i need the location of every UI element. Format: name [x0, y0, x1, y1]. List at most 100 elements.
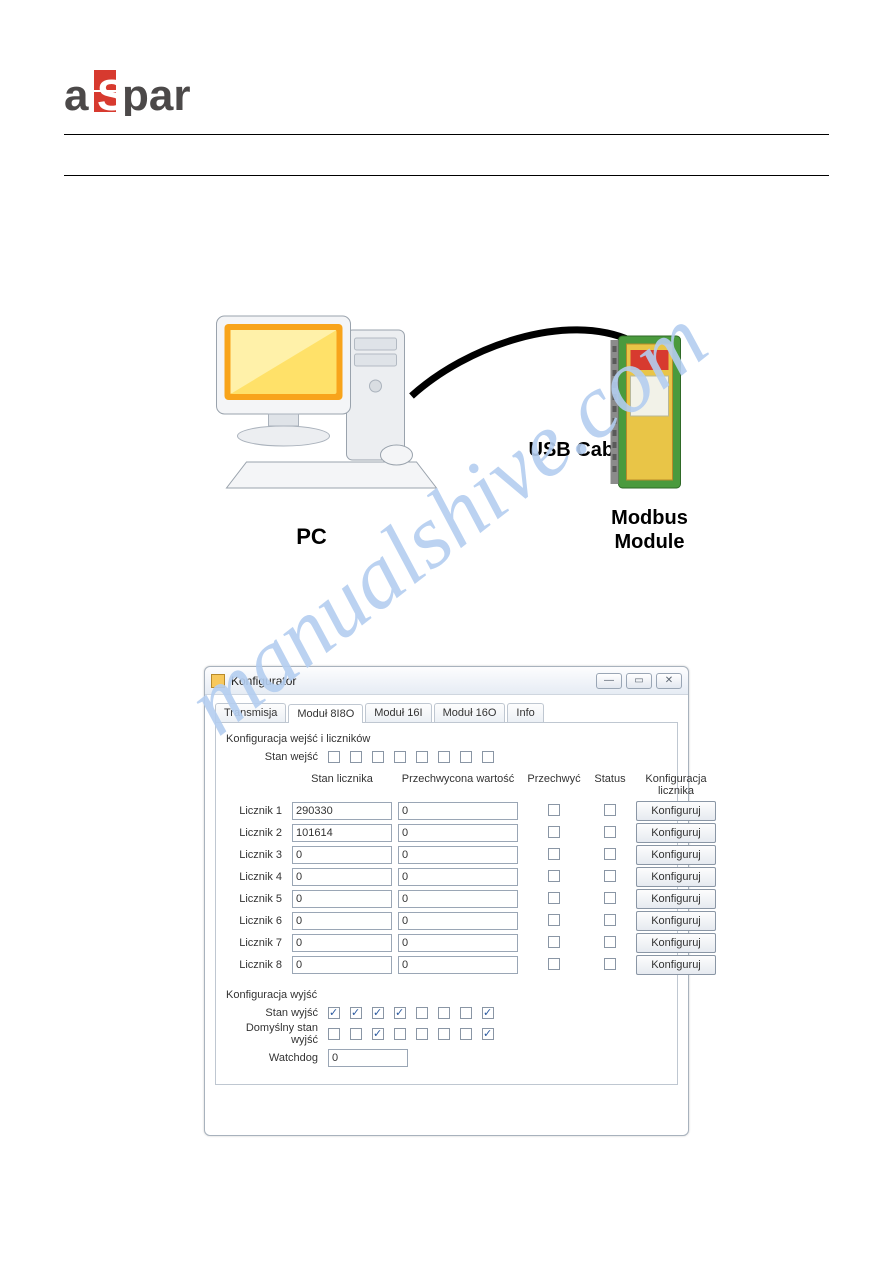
przechwycona-input[interactable]: 0 — [398, 890, 518, 908]
stan-wyjsc-checkbox-5[interactable] — [416, 1007, 428, 1019]
stan-wyjsc-checkbox-3[interactable] — [372, 1007, 384, 1019]
domyslny-checkbox-7[interactable] — [460, 1028, 472, 1040]
stan-wyjsc-checkbox-8[interactable] — [482, 1007, 494, 1019]
status-checkbox[interactable] — [604, 804, 616, 816]
window-app-icon — [211, 674, 225, 688]
licznik-label: Licznik 2 — [226, 827, 286, 839]
przechwycona-input[interactable]: 0 — [398, 846, 518, 864]
tab-transmisja[interactable]: Transmisja — [215, 703, 286, 722]
domyslny-checkbox-5[interactable] — [416, 1028, 428, 1040]
watchdog-input[interactable]: 0 — [328, 1049, 408, 1067]
stan-wejsc-checkbox-7[interactable] — [460, 751, 472, 763]
status-checkbox[interactable] — [604, 848, 616, 860]
window-close-button[interactable]: ✕ — [656, 673, 682, 689]
tab-info[interactable]: Info — [507, 703, 543, 722]
przechwyc-checkbox[interactable] — [548, 958, 560, 970]
header-przechwycona: Przechwycona wartość — [398, 773, 518, 797]
domyslny-checkbox-8[interactable] — [482, 1028, 494, 1040]
konfiguruj-button[interactable]: Konfiguruj — [636, 845, 716, 865]
tab-strip: Transmisja Moduł 8I8O Moduł 16I Moduł 16… — [215, 703, 678, 722]
licznik-label: Licznik 1 — [226, 805, 286, 817]
domyslny-row: Domyślny stan wyjść — [226, 1022, 667, 1046]
konfiguruj-button[interactable]: Konfiguruj — [636, 889, 716, 909]
konfiguruj-button[interactable]: Konfiguruj — [636, 933, 716, 953]
stan-wejsc-label: Stan wejść — [226, 751, 322, 763]
stan-wejsc-checkbox-4[interactable] — [394, 751, 406, 763]
przechwycona-input[interactable]: 0 — [398, 802, 518, 820]
przechwyc-checkbox[interactable] — [548, 870, 560, 882]
przechwyc-checkbox[interactable] — [548, 914, 560, 926]
stan-wejsc-checkbox-5[interactable] — [416, 751, 428, 763]
stan-wejsc-checkbox-1[interactable] — [328, 751, 340, 763]
watchdog-row: Watchdog 0 — [226, 1049, 667, 1067]
konfiguruj-button[interactable]: Konfiguruj — [636, 911, 716, 931]
przechwycona-input[interactable]: 0 — [398, 824, 518, 842]
status-checkbox[interactable] — [604, 892, 616, 904]
licznik-label: Licznik 7 — [226, 937, 286, 949]
status-checkbox[interactable] — [604, 870, 616, 882]
connection-diagram: PC USB Cable Modbus Module — [64, 286, 829, 616]
przechwyc-checkbox[interactable] — [548, 848, 560, 860]
stan-wejsc-checkbox-8[interactable] — [482, 751, 494, 763]
domyslny-checkbox-1[interactable] — [328, 1028, 340, 1040]
aspar-logo: a S par — [64, 70, 234, 116]
licznik-row-5: Licznik 500Konfiguruj — [226, 889, 667, 909]
przechwycona-input[interactable]: 0 — [398, 956, 518, 974]
stan-licznika-input[interactable]: 0 — [292, 956, 392, 974]
stan-licznika-input[interactable]: 101614 — [292, 824, 392, 842]
domyslny-checkbox-4[interactable] — [394, 1028, 406, 1040]
stan-licznika-input[interactable]: 0 — [292, 846, 392, 864]
konfiguruj-button[interactable]: Konfiguruj — [636, 801, 716, 821]
module-label-2: Module — [615, 531, 685, 553]
konfiguruj-button[interactable]: Konfiguruj — [636, 867, 716, 887]
stan-licznika-input[interactable]: 0 — [292, 868, 392, 886]
counter-headers: Stan licznika Przechwycona wartość Przec… — [226, 773, 667, 797]
stan-wyjsc-row: Stan wyjść — [226, 1007, 667, 1019]
stan-wyjsc-checkbox-4[interactable] — [394, 1007, 406, 1019]
stan-licznika-input[interactable]: 0 — [292, 912, 392, 930]
status-checkbox[interactable] — [604, 958, 616, 970]
przechwyc-checkbox[interactable] — [548, 804, 560, 816]
stan-licznika-input[interactable]: 0 — [292, 934, 392, 952]
status-checkbox[interactable] — [604, 826, 616, 838]
status-checkbox[interactable] — [604, 914, 616, 926]
tab-modul-8i8o[interactable]: Moduł 8I8O — [288, 704, 363, 723]
stan-wyjsc-checkbox-2[interactable] — [350, 1007, 362, 1019]
licznik-row-3: Licznik 300Konfiguruj — [226, 845, 667, 865]
stan-wyjsc-checkbox-1[interactable] — [328, 1007, 340, 1019]
przechwyc-checkbox[interactable] — [548, 826, 560, 838]
konfiguruj-button[interactable]: Konfiguruj — [636, 955, 716, 975]
tab-modul-16o[interactable]: Moduł 16O — [434, 703, 506, 722]
pc-label: PC — [296, 524, 327, 549]
stan-wejsc-row: Stan wejść — [226, 751, 667, 763]
header-stan-licznika: Stan licznika — [292, 773, 392, 797]
section-inputs-caption: Konfiguracja wejść i liczników — [226, 733, 667, 745]
stan-wyjsc-checkbox-7[interactable] — [460, 1007, 472, 1019]
window-maximize-button[interactable]: ▭ — [626, 673, 652, 689]
window-minimize-button[interactable]: — — [596, 673, 622, 689]
stan-wejsc-checkbox-6[interactable] — [438, 751, 450, 763]
licznik-label: Licznik 5 — [226, 893, 286, 905]
watchdog-label: Watchdog — [226, 1052, 322, 1064]
przechwycona-input[interactable]: 0 — [398, 912, 518, 930]
domyslny-checkbox-6[interactable] — [438, 1028, 450, 1040]
przechwyc-checkbox[interactable] — [548, 936, 560, 948]
domyslny-checkbox-3[interactable] — [372, 1028, 384, 1040]
domyslny-label: Domyślny stan wyjść — [226, 1022, 322, 1046]
konfiguruj-button[interactable]: Konfiguruj — [636, 823, 716, 843]
przechwycona-input[interactable]: 0 — [398, 868, 518, 886]
stan-licznika-input[interactable]: 0 — [292, 890, 392, 908]
tab-modul-16i[interactable]: Moduł 16I — [365, 703, 431, 722]
licznik-row-6: Licznik 600Konfiguruj — [226, 911, 667, 931]
module-label-1: Modbus — [611, 507, 688, 529]
header-logo-row: a S par — [64, 70, 829, 130]
status-checkbox[interactable] — [604, 936, 616, 948]
przechwyc-checkbox[interactable] — [548, 892, 560, 904]
licznik-label: Licznik 8 — [226, 959, 286, 971]
stan-licznika-input[interactable]: 290330 — [292, 802, 392, 820]
domyslny-checkbox-2[interactable] — [350, 1028, 362, 1040]
przechwycona-input[interactable]: 0 — [398, 934, 518, 952]
stan-wejsc-checkbox-2[interactable] — [350, 751, 362, 763]
stan-wejsc-checkbox-3[interactable] — [372, 751, 384, 763]
stan-wyjsc-checkbox-6[interactable] — [438, 1007, 450, 1019]
